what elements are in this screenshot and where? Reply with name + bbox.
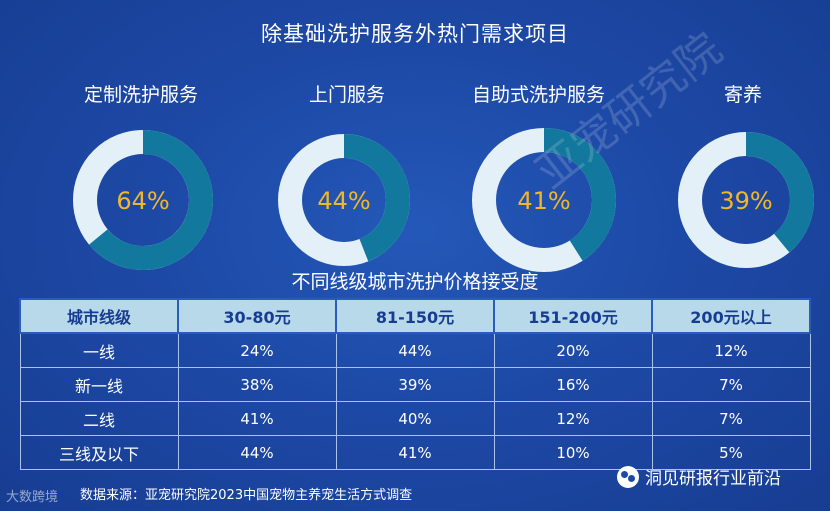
table-cell: 40% <box>335 401 495 436</box>
table-header-row: 城市线级 30-80元 81-150元 151-200元 200元以上 <box>19 298 811 334</box>
table-cell: 12% <box>493 401 653 436</box>
column-header: 30-80元 <box>177 298 337 334</box>
table-cell: 24% <box>177 332 337 368</box>
donut-label-self-service: 自助式洗护服务 <box>472 84 606 106</box>
donut-slice <box>89 130 214 270</box>
table-row: 三线及以下 44% 41% 10% 5% <box>19 435 811 470</box>
table-row: 一线 24% 44% 20% 12% <box>19 332 811 368</box>
price-acceptance-table: 城市线级 30-80元 81-150元 151-200元 200元以上 一线 2… <box>19 298 811 470</box>
donut-value-label: 41% <box>517 187 570 215</box>
donut-label-home-service: 上门服务 <box>309 84 386 106</box>
table-row: 二线 41% 40% 12% 7% <box>19 401 811 436</box>
table-cell: 10% <box>493 435 653 470</box>
column-header: 81-150元 <box>335 298 495 334</box>
table-cell: 44% <box>177 435 337 470</box>
brand-name: 洞见研报行业前沿 <box>645 469 781 489</box>
donut-value-label: 64% <box>116 187 169 215</box>
donut-home-service: 44% <box>278 134 411 266</box>
donut-self-service: 41% <box>472 128 616 272</box>
donut-slice <box>544 128 616 261</box>
column-header: 城市线级 <box>19 298 179 334</box>
donut-charts: 64% 44% 41% 39% <box>73 128 814 272</box>
table-cell: 20% <box>493 332 653 368</box>
table-cell: 16% <box>493 367 653 402</box>
row-label: 三线及以下 <box>19 435 179 470</box>
table-title: 不同线级城市洗护价格接受度 <box>291 271 539 293</box>
table-cell: 41% <box>177 401 337 436</box>
table-cell: 38% <box>177 367 337 402</box>
donut-value-label: 39% <box>719 187 772 215</box>
table-cell: 7% <box>651 367 811 402</box>
table-cell: 7% <box>651 401 811 436</box>
table-row: 新一线 38% 39% 16% 7% <box>19 367 811 402</box>
donut-boarding: 39% <box>678 132 814 268</box>
wechat-icon <box>617 465 639 488</box>
donut-label-boarding: 寄养 <box>724 84 763 106</box>
donut-slice <box>344 134 411 262</box>
brand-badge: 洞见研报行业前沿 <box>617 464 781 489</box>
table-cell: 5% <box>651 435 811 470</box>
table-cell: 12% <box>651 332 811 368</box>
row-label: 二线 <box>19 401 179 436</box>
column-header: 151-200元 <box>493 298 653 334</box>
table-cell: 39% <box>335 367 495 402</box>
data-source: 数据来源：亚宠研究院2023中国宠物主养宠生活方式调查 <box>80 488 413 503</box>
row-label: 新一线 <box>19 367 179 402</box>
table-cell: 44% <box>335 332 495 368</box>
donut-slice <box>746 132 814 253</box>
donut-custom-care: 64% <box>73 130 214 270</box>
chart-title: 除基础洗护服务外热门需求项目 <box>261 22 569 46</box>
donut-label-custom-care: 定制洗护服务 <box>84 84 199 106</box>
corner-watermark: 大数跨境 <box>6 490 59 505</box>
row-label: 一线 <box>19 332 179 368</box>
column-header: 200元以上 <box>651 298 811 334</box>
table-cell: 41% <box>335 435 495 470</box>
donut-value-label: 44% <box>317 187 370 215</box>
